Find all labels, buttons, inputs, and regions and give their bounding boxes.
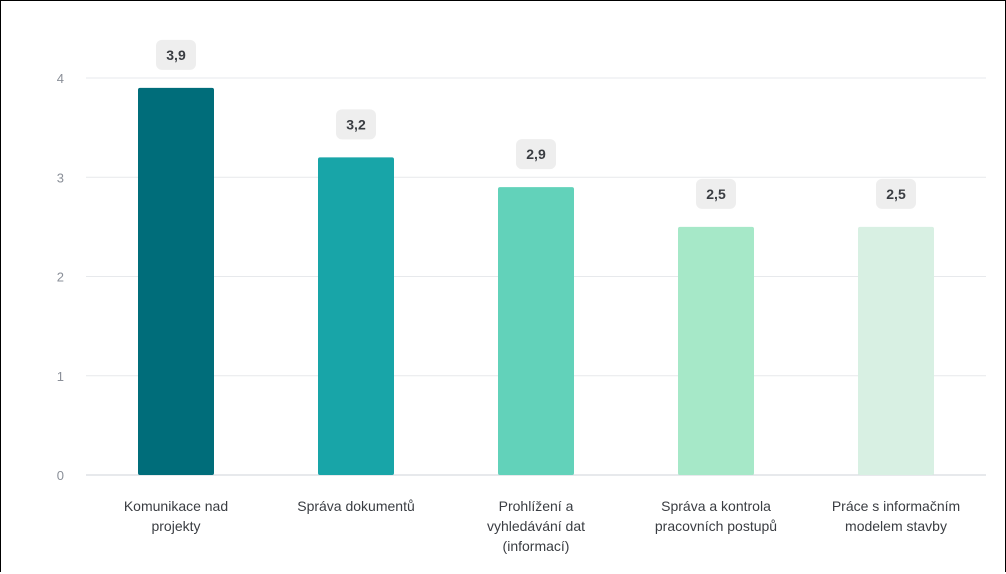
category-label-line: vyhledávání dat xyxy=(487,518,585,534)
category-label: Správa a kontrola pracovních postupů xyxy=(655,498,777,534)
category-label: Správa dokumentů xyxy=(297,498,415,514)
category-label-line: Prohlížení a xyxy=(499,498,574,514)
data-label-pill xyxy=(516,139,556,170)
bar xyxy=(858,226,934,475)
data-label-pill xyxy=(336,109,376,140)
data-label-text: 2,5 xyxy=(886,186,906,202)
category-label-line: modelem stavby xyxy=(845,518,947,534)
y-tick-label: 1 xyxy=(57,369,64,384)
bars xyxy=(138,87,934,476)
data-label: 2,9 xyxy=(516,139,556,170)
category-label-line: projekty xyxy=(151,518,200,534)
category-label-line: Správa dokumentů xyxy=(297,498,415,514)
category-label: Prohlížení a vyhledávání dat (informací) xyxy=(487,498,585,554)
data-label-text: 3,9 xyxy=(166,47,186,63)
data-label-text: 2,9 xyxy=(526,146,546,162)
data-label: 3,9 xyxy=(156,39,196,70)
y-axis: 0 1 2 3 4 xyxy=(57,71,64,483)
category-label-line: (informací) xyxy=(503,538,570,554)
data-label-text: 3,2 xyxy=(346,116,366,132)
y-tick-label: 0 xyxy=(57,468,64,483)
data-label: 3,2 xyxy=(336,109,376,140)
category-label: Komunikace nad projekty xyxy=(124,498,228,534)
data-label-text: 2,5 xyxy=(706,186,726,202)
data-label: 2,5 xyxy=(696,178,736,209)
category-label-line: Komunikace nad xyxy=(124,498,228,514)
bar xyxy=(318,157,394,475)
bar xyxy=(678,226,754,475)
bar xyxy=(498,187,574,476)
data-labels: 3,9 3,2 2,9 2,5 2,5 xyxy=(156,39,916,209)
y-tick-label: 4 xyxy=(57,71,64,86)
data-label-pill xyxy=(876,178,916,209)
y-tick-label: 3 xyxy=(57,170,64,185)
y-tick-label: 2 xyxy=(57,270,64,285)
x-axis: Komunikace nad projekty Správa dokumentů Pr… xyxy=(124,498,960,554)
category-label-line: Správa a kontrola xyxy=(661,498,771,514)
category-label-line: Práce s informačním xyxy=(832,498,960,514)
category-label: Práce s informačním modelem stavby xyxy=(832,498,960,534)
data-label-pill xyxy=(156,39,196,70)
bar xyxy=(138,87,214,476)
data-label-pill xyxy=(696,178,736,209)
category-label-line: pracovních postupů xyxy=(655,518,777,534)
data-label: 2,5 xyxy=(876,178,916,209)
